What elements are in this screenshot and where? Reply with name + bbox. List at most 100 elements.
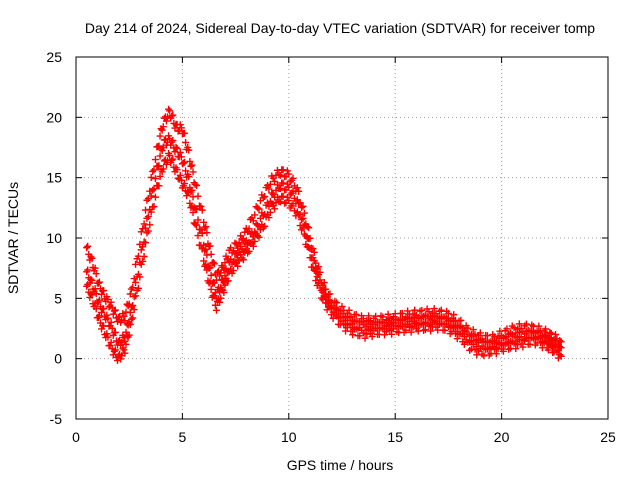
data-point-plus <box>283 180 291 188</box>
data-point-plus <box>159 123 167 131</box>
data-point-plus <box>285 183 293 191</box>
data-point-plus <box>283 167 291 175</box>
data-point-plus <box>147 192 155 200</box>
data-point-plus <box>129 314 137 322</box>
data-point-plus <box>147 208 155 216</box>
data-point-plus <box>217 269 225 277</box>
data-point-plus <box>239 256 247 264</box>
data-point-plus <box>168 156 176 164</box>
data-point-plus <box>119 344 127 352</box>
data-point-plus <box>322 299 330 307</box>
data-point-plus <box>210 260 218 268</box>
data-point-plus <box>189 168 197 176</box>
data-point-plus <box>402 326 410 334</box>
data-point-plus <box>365 318 373 326</box>
data-point-plus <box>100 305 108 313</box>
data-point-plus <box>293 184 301 192</box>
data-point-plus <box>427 327 435 335</box>
data-point-plus <box>476 345 484 353</box>
data-point-plus <box>84 266 92 274</box>
data-point-plus <box>91 264 99 272</box>
data-point-plus <box>173 166 181 174</box>
data-point-plus <box>103 330 111 338</box>
data-point-plus <box>159 165 167 173</box>
data-point-plus <box>491 333 499 341</box>
data-point-plus <box>185 146 193 154</box>
data-point-plus <box>418 306 426 314</box>
data-point-plus <box>469 340 477 348</box>
data-point-plus <box>245 247 253 255</box>
data-point-plus <box>172 143 180 151</box>
data-point-plus <box>418 320 426 328</box>
data-point-plus <box>469 332 477 340</box>
data-point-plus <box>365 312 373 320</box>
data-point-plus <box>483 345 491 353</box>
data-point-plus <box>546 340 554 348</box>
data-point-plus <box>95 312 103 320</box>
data-point-plus <box>206 242 214 250</box>
data-point-plus <box>185 173 193 181</box>
data-point-plus <box>437 306 445 314</box>
x-tick-label: 5 <box>179 429 187 445</box>
grid-layer <box>76 57 608 419</box>
data-point-plus <box>210 292 218 300</box>
data-point-plus <box>329 314 337 322</box>
data-point-plus <box>542 337 550 345</box>
data-point-plus <box>111 346 119 354</box>
data-point-plus <box>557 352 565 360</box>
data-point-plus <box>217 294 225 302</box>
data-point-plus <box>146 221 154 229</box>
data-point-plus <box>120 346 128 354</box>
data-point-plus <box>182 167 190 175</box>
data-point-plus <box>411 319 419 327</box>
data-point-plus <box>139 257 147 265</box>
data-point-plus <box>181 129 189 137</box>
data-point-plus <box>88 254 96 262</box>
data-point-plus <box>547 336 555 344</box>
data-point-plus <box>92 270 100 278</box>
data-point-plus <box>137 228 145 236</box>
data-point-plus <box>300 230 308 238</box>
data-point-plus <box>326 290 334 298</box>
data-point-plus <box>179 159 187 167</box>
data-point-plus <box>503 333 511 341</box>
data-point-plus <box>398 322 406 330</box>
data-point-plus <box>522 320 530 328</box>
data-point-plus <box>203 266 211 274</box>
data-point-plus <box>535 334 543 342</box>
data-point-plus <box>125 319 133 327</box>
data-point-plus <box>464 324 472 332</box>
data-point-plus <box>359 321 367 329</box>
data-point-plus <box>261 192 269 200</box>
data-point-plus <box>181 158 189 166</box>
y-tick-label: 15 <box>46 170 62 186</box>
data-point-plus <box>98 290 106 298</box>
data-point-plus <box>129 302 137 310</box>
data-point-plus <box>120 312 128 320</box>
data-point-plus <box>483 338 491 346</box>
data-point-plus <box>200 218 208 226</box>
data-point-plus <box>254 221 262 229</box>
data-point-plus <box>261 222 269 230</box>
data-point-plus <box>306 254 314 262</box>
data-point-plus <box>444 323 452 331</box>
data-point-plus <box>379 313 387 321</box>
data-point-plus <box>279 192 287 200</box>
data-point-plus <box>503 339 511 347</box>
data-point-plus <box>457 330 465 338</box>
data-point-plus <box>276 185 284 193</box>
data-point-plus <box>158 126 166 134</box>
x-tick-label: 20 <box>494 429 510 445</box>
data-point-plus <box>125 331 133 339</box>
data-point-plus <box>176 148 184 156</box>
data-point-plus <box>155 162 163 170</box>
data-point-plus <box>349 331 357 339</box>
data-point-plus <box>352 325 360 333</box>
data-point-plus <box>87 253 95 261</box>
data-point-plus <box>310 248 318 256</box>
data-point-plus <box>191 220 199 228</box>
data-point-plus <box>182 138 190 146</box>
data-point-plus <box>150 203 158 211</box>
data-point-plus <box>398 309 406 317</box>
data-point-plus <box>448 328 456 336</box>
